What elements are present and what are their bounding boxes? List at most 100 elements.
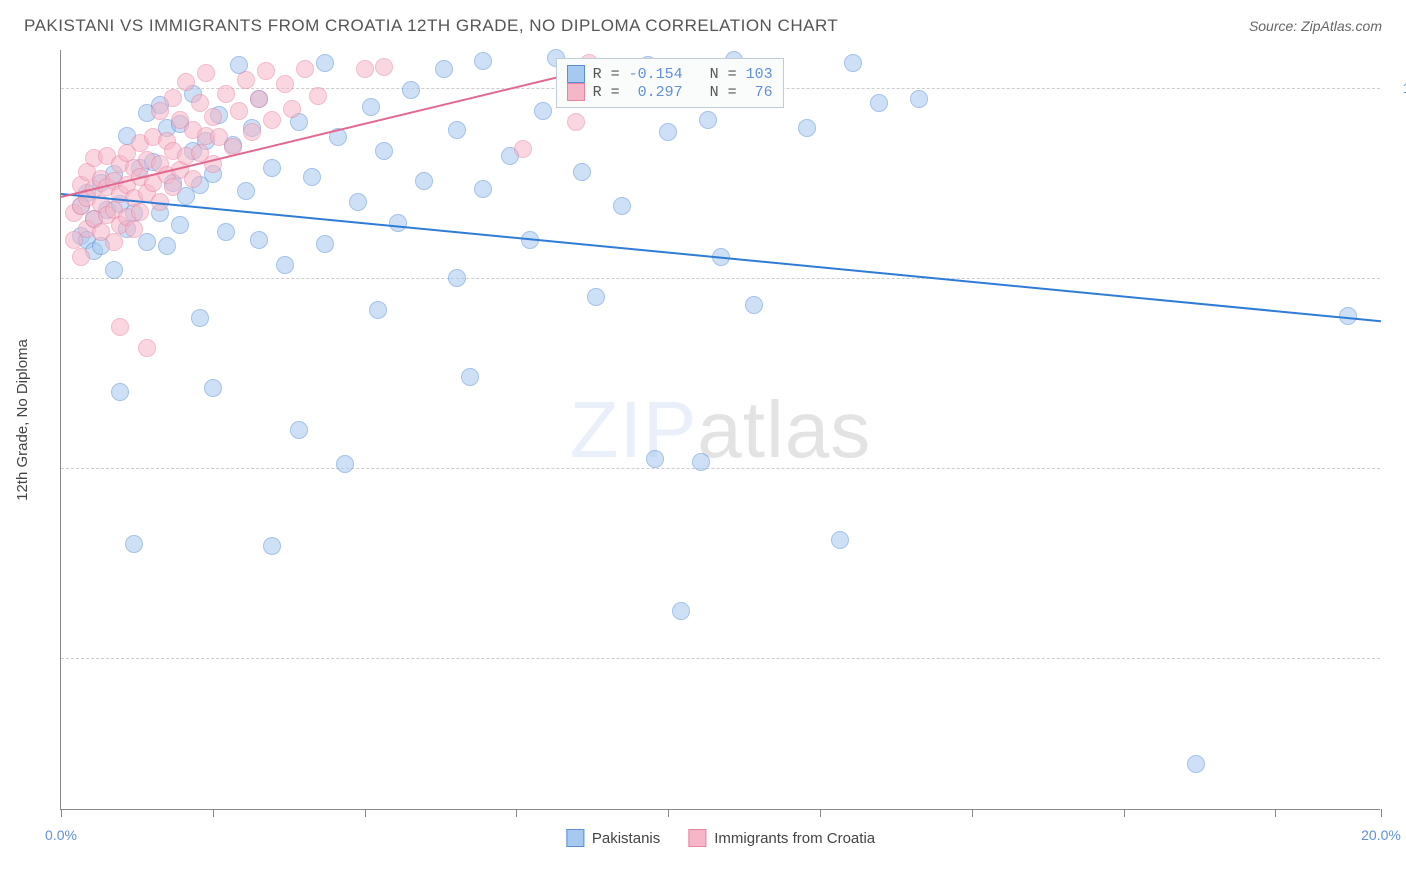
data-point: [263, 111, 281, 129]
stats-legend-row: R = 0.297 N = 76: [567, 83, 773, 101]
data-point: [151, 102, 169, 120]
data-point: [573, 163, 591, 181]
data-point: [217, 85, 235, 103]
data-point: [125, 220, 143, 238]
data-point: [303, 168, 321, 186]
data-point: [613, 197, 631, 215]
data-point: [831, 531, 849, 549]
x-tick: [1381, 809, 1382, 817]
data-point: [138, 339, 156, 357]
data-point: [369, 301, 387, 319]
data-point: [276, 256, 294, 274]
data-point: [448, 121, 466, 139]
data-point: [672, 602, 690, 620]
data-point: [692, 453, 710, 471]
data-point: [257, 62, 275, 80]
x-tick: [1275, 809, 1276, 817]
stats-legend: R = -0.154 N = 103R = 0.297 N = 76: [556, 58, 784, 108]
data-point: [375, 142, 393, 160]
data-point: [316, 235, 334, 253]
data-point: [474, 180, 492, 198]
data-point: [263, 537, 281, 555]
data-point: [349, 193, 367, 211]
data-point: [217, 223, 235, 241]
data-point: [138, 233, 156, 251]
data-point: [448, 269, 466, 287]
stats-text: R = 0.297 N = 76: [593, 84, 773, 101]
x-tick: [516, 809, 517, 817]
data-point: [204, 379, 222, 397]
data-point: [111, 383, 129, 401]
x-tick: [820, 809, 821, 817]
y-tick-label: 100.0%: [1390, 80, 1406, 96]
legend-swatch: [566, 829, 584, 847]
stats-legend-row: R = -0.154 N = 103: [567, 65, 773, 83]
x-tick: [61, 809, 62, 817]
data-point: [375, 58, 393, 76]
chart-title: PAKISTANI VS IMMIGRANTS FROM CROATIA 12T…: [24, 16, 838, 36]
data-point: [197, 64, 215, 82]
data-point: [263, 159, 281, 177]
data-point: [362, 98, 380, 116]
data-point: [745, 296, 763, 314]
data-point: [125, 535, 143, 553]
data-point: [184, 170, 202, 188]
series-legend: Pakistanis Immigrants from Croatia: [566, 829, 875, 847]
gridline: [61, 658, 1380, 659]
data-point: [283, 100, 301, 118]
x-tick: [1124, 809, 1125, 817]
data-point: [402, 81, 420, 99]
data-point: [131, 203, 149, 221]
legend-swatch: [688, 829, 706, 847]
data-point: [204, 108, 222, 126]
stats-text: R = -0.154 N = 103: [593, 66, 773, 83]
legend-item: Pakistanis: [566, 829, 660, 847]
x-tick-label: 20.0%: [1361, 827, 1401, 843]
data-point: [158, 237, 176, 255]
scatter-chart: ZIPatlas 70.0%80.0%90.0%100.0%0.0%20.0%R…: [60, 50, 1380, 810]
data-point: [111, 318, 129, 336]
y-tick-label: 90.0%: [1390, 270, 1406, 286]
data-point: [435, 60, 453, 78]
data-point: [1187, 755, 1205, 773]
x-tick-label: 0.0%: [45, 827, 77, 843]
legend-swatch: [567, 83, 585, 101]
data-point: [567, 113, 585, 131]
y-tick-label: 80.0%: [1390, 460, 1406, 476]
data-point: [474, 52, 492, 70]
data-point: [798, 119, 816, 137]
data-point: [870, 94, 888, 112]
data-point: [191, 309, 209, 327]
gridline: [61, 468, 1380, 469]
y-axis-label: 12th Grade, No Diploma: [14, 339, 31, 501]
legend-item: Immigrants from Croatia: [688, 829, 875, 847]
data-point: [105, 261, 123, 279]
x-tick: [972, 809, 973, 817]
data-point: [290, 421, 308, 439]
data-point: [243, 123, 261, 141]
data-point: [296, 60, 314, 78]
data-point: [415, 172, 433, 190]
data-point: [534, 102, 552, 120]
data-point: [171, 216, 189, 234]
data-point: [356, 60, 374, 78]
data-point: [659, 123, 677, 141]
data-point: [164, 89, 182, 107]
x-tick: [668, 809, 669, 817]
y-tick-label: 70.0%: [1390, 650, 1406, 666]
gridline: [61, 278, 1380, 279]
data-point: [514, 140, 532, 158]
x-tick: [213, 809, 214, 817]
data-point: [237, 182, 255, 200]
data-point: [230, 102, 248, 120]
watermark: ZIPatlas: [570, 384, 871, 476]
data-point: [237, 71, 255, 89]
data-point: [72, 248, 90, 266]
data-point: [461, 368, 479, 386]
trend-line: [61, 193, 1381, 322]
source-attribution: Source: ZipAtlas.com: [1249, 18, 1382, 34]
data-point: [105, 233, 123, 251]
data-point: [389, 214, 407, 232]
data-point: [844, 54, 862, 72]
data-point: [250, 231, 268, 249]
